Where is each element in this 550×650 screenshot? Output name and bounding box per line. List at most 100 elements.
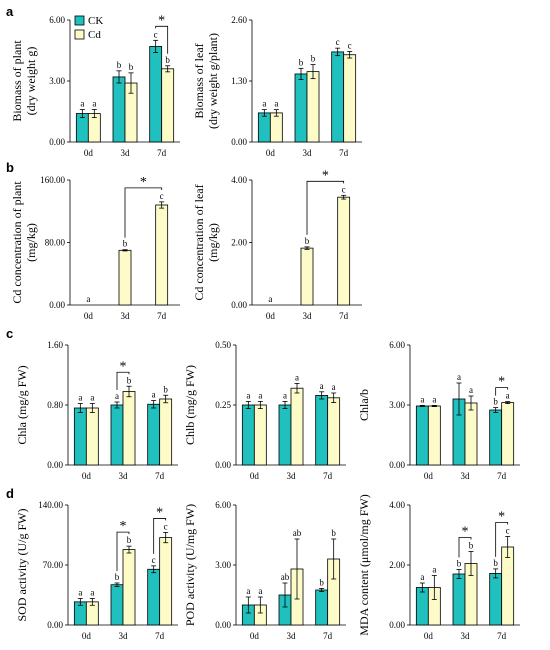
x-tick-label: 3d	[119, 471, 129, 481]
significance-letter: c	[160, 191, 164, 201]
x-tick-label: 0d	[250, 631, 260, 641]
significance-letter: a	[274, 99, 278, 109]
y-tick-label: 70.00	[43, 560, 64, 570]
bar-ck	[241, 404, 255, 466]
x-tick-label: 0d	[82, 631, 92, 641]
significance-letter: a	[457, 372, 461, 382]
x-tick-label: 3d	[461, 471, 471, 481]
bar-cd	[337, 196, 351, 306]
significance-star: *	[498, 510, 505, 525]
bar-ck	[110, 404, 124, 466]
x-tick-label: 3d	[121, 148, 131, 158]
y-tick-label: 6.00	[49, 15, 65, 25]
x-tick-label: 3d	[303, 311, 313, 321]
significance-letter: a	[152, 390, 156, 400]
significance-letter: b	[299, 57, 304, 67]
significance-letter: a	[262, 99, 266, 109]
significance-bracket	[495, 387, 509, 396]
significance-letter: b	[493, 397, 498, 407]
bar-ck	[489, 409, 503, 466]
bar-cd	[122, 549, 136, 626]
y-tick-label: 0.00	[389, 620, 405, 630]
bar-ck	[294, 73, 308, 143]
panel-letter-a: a	[6, 4, 14, 19]
y-tick-label: 4.00	[389, 500, 405, 510]
bar-ck	[315, 589, 329, 626]
significance-letter: b	[117, 60, 122, 70]
chart-panel-2: 0.00 1.30 2.60 Biomass of leaf (dry weight g…	[192, 15, 362, 158]
significance-letter: a	[420, 394, 424, 404]
bar-cd	[343, 54, 357, 143]
y-tick-label: 0.80	[47, 400, 63, 410]
bar-cd	[464, 402, 478, 466]
significance-letter: a	[268, 294, 272, 304]
significance-letter: b	[127, 375, 132, 385]
bar-ck	[73, 407, 87, 466]
significance-star: *	[140, 175, 147, 190]
y-axis-label: Cd concentration of leaf	[192, 184, 206, 300]
significance-letter: a	[506, 391, 510, 401]
x-tick-label: 0d	[266, 311, 276, 321]
y-tick-label: 160.00	[40, 175, 65, 185]
significance-star: *	[120, 359, 127, 374]
bar-ck	[257, 112, 271, 143]
bar-cd	[159, 398, 173, 466]
significance-bracket	[116, 371, 130, 390]
y-axis-label: Biomass of leaf	[192, 43, 206, 118]
bar-ck	[315, 394, 329, 466]
chart-panel-10: 0.00 2.00 4.00 MDA content (μmol/mg FW) 0d 3d…	[357, 494, 520, 641]
bar-cd	[159, 537, 173, 626]
bar-cd	[85, 407, 99, 466]
y-tick-label: 2.60	[231, 15, 247, 25]
x-tick-label: 7d	[155, 631, 165, 641]
x-tick-label: 0d	[424, 471, 434, 481]
chart-panel-1: 0.00 3.00 6.00 Biomass of plant (dry weight …	[10, 13, 180, 158]
y-tick-label: 80.00	[45, 238, 66, 248]
bar-ck	[415, 405, 429, 466]
significance-letter: a	[90, 587, 94, 597]
x-tick-label: 3d	[121, 311, 131, 321]
bar-cd	[501, 402, 515, 466]
y-tick-label: 3.00	[389, 400, 405, 410]
significance-star: *	[322, 168, 329, 183]
significance-bracket	[306, 180, 345, 235]
y-tick-label: 3.00	[215, 560, 231, 570]
y-tick-label: 0.00	[231, 137, 247, 147]
significance-letter: a	[332, 382, 336, 392]
y-tick-label: 2.00	[231, 238, 247, 248]
y-tick-label: 4.00	[231, 175, 247, 185]
significance-letter: a	[80, 98, 84, 108]
y-axis-label: Chla/b	[357, 389, 371, 421]
y-tick-label: 0.00	[389, 460, 405, 470]
y-tick-label: 6.00	[389, 340, 405, 350]
bar-ck	[415, 587, 429, 626]
panel-letter-b: b	[6, 160, 14, 175]
bar-ck	[452, 573, 466, 626]
x-tick-label: 0d	[84, 311, 94, 321]
chart-panel-4: 0.00 2.00 4.00 Cd concentration of leaf (mg/…	[192, 168, 362, 321]
y-tick-label: 1.60	[47, 340, 63, 350]
significance-letter: a	[92, 98, 96, 108]
x-tick-label: 3d	[287, 631, 297, 641]
legend-label-ck: CK	[88, 15, 103, 27]
significance-letter: b	[457, 559, 462, 569]
x-tick-label: 3d	[119, 631, 129, 641]
significance-star: *	[158, 13, 165, 28]
significance-letter: c	[152, 555, 156, 565]
y-axis-label: Biomass of plant	[10, 40, 24, 122]
significance-bracket	[155, 25, 169, 54]
x-tick-label: 7d	[497, 631, 507, 641]
x-tick-label: 7d	[157, 311, 167, 321]
legend-swatch-ck	[74, 15, 85, 26]
bar-cd	[118, 249, 132, 306]
x-tick-label: 0d	[424, 631, 434, 641]
y-axis-label: (mg/kg)	[206, 223, 220, 262]
significance-star: *	[156, 505, 163, 520]
bar-cd	[155, 204, 169, 306]
significance-letter: a	[432, 565, 436, 575]
y-tick-label: 0.00	[231, 300, 247, 310]
x-tick-label: 3d	[287, 471, 297, 481]
x-tick-label: 7d	[155, 471, 165, 481]
significance-letter: c	[342, 184, 346, 194]
